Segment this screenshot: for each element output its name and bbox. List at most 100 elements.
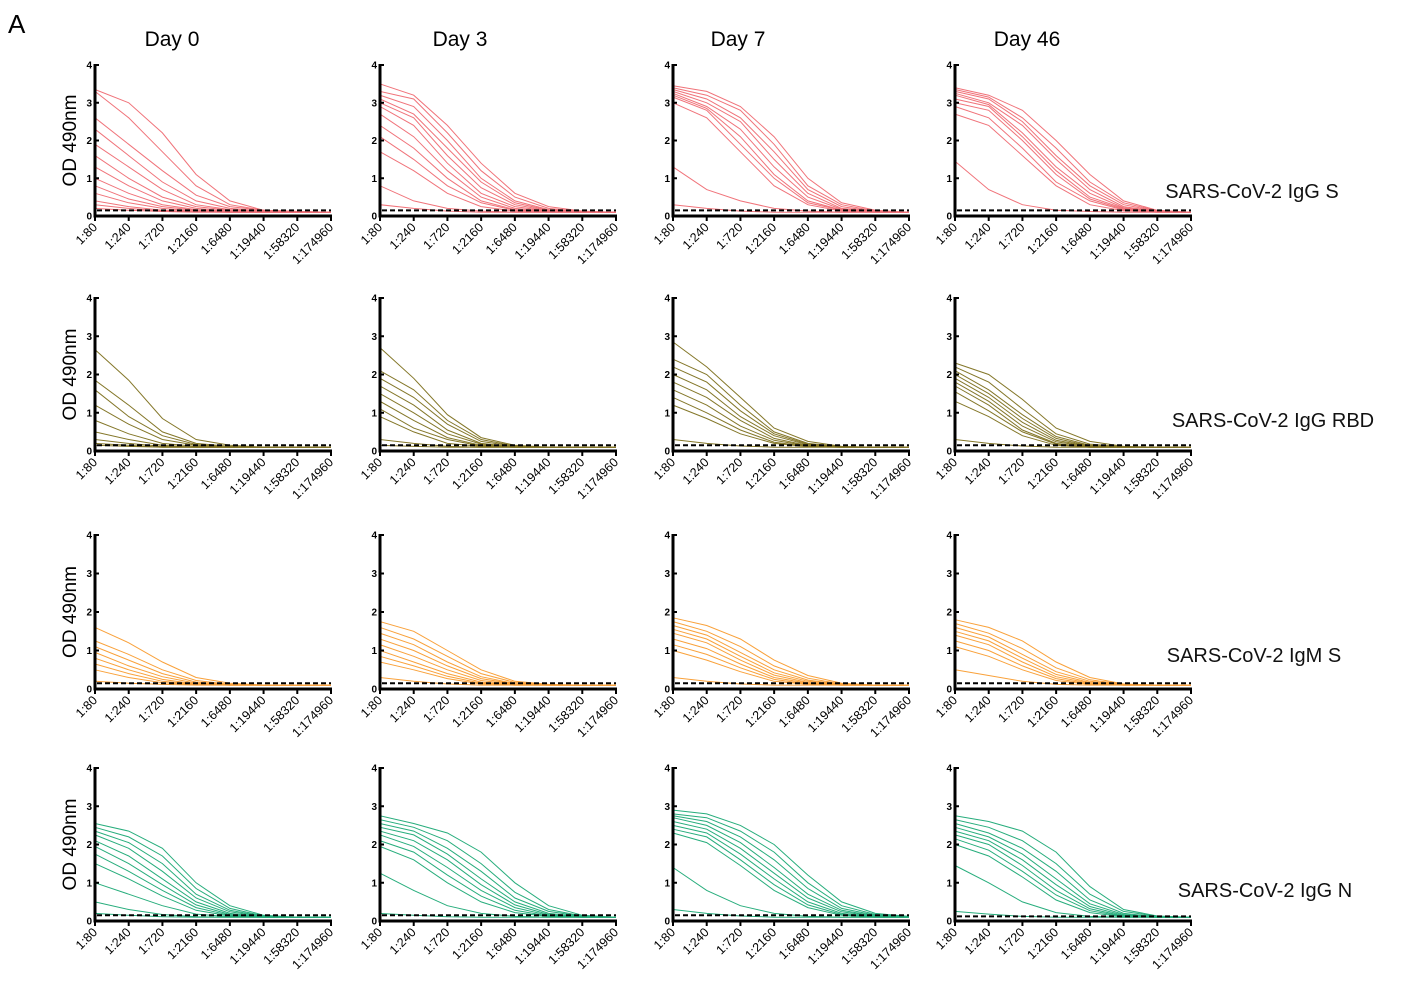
y-tick-label: 0	[371, 917, 377, 928]
series-line	[954, 826, 1191, 918]
y-tick-label: 4	[371, 294, 377, 305]
series-line	[672, 638, 909, 686]
series-line	[672, 204, 909, 213]
x-tick-label: 1:240	[962, 925, 994, 957]
y-tick-label: 3	[86, 98, 92, 109]
y-tick-label: 4	[371, 61, 377, 72]
series-line	[379, 677, 616, 686]
x-tick-label: 1:2160	[164, 455, 201, 492]
series-line	[672, 809, 910, 917]
x-tick-label: 1:19440	[227, 220, 269, 262]
y-tick-label: 4	[664, 294, 670, 305]
y-tick-label: 3	[371, 98, 377, 109]
y-tick-label: 0	[664, 212, 670, 223]
y-tick-label: 4	[371, 764, 377, 775]
y-tick-label: 2	[946, 136, 952, 147]
y-axis-label: OD 490nm	[60, 566, 81, 658]
y-tick-label: 2	[946, 608, 952, 619]
series-line	[379, 370, 616, 448]
x-tick-label: 1:80	[73, 220, 100, 247]
x-tick-label: 1:720	[996, 455, 1028, 487]
series-line	[672, 824, 910, 918]
x-tick-label: 1:720	[421, 455, 453, 487]
x-tick-label: 1:80	[651, 693, 678, 720]
y-tick-label: 0	[86, 685, 92, 696]
series-line	[672, 94, 910, 213]
y-tick-label: 1	[664, 878, 670, 889]
x-tick-label: 1:720	[421, 693, 453, 725]
x-tick-label: 1:720	[714, 693, 746, 725]
x-tick-label: 1:19440	[805, 220, 847, 262]
y-tick-label: 2	[664, 136, 670, 147]
y-tick-label: 3	[664, 569, 670, 580]
y-tick-label: 0	[664, 917, 670, 928]
series-line	[672, 909, 909, 918]
y-tick-label: 1	[664, 174, 670, 185]
series-line	[94, 882, 331, 918]
y-tick-label: 0	[946, 212, 952, 223]
series-line	[672, 677, 909, 686]
y-tick-label: 2	[371, 608, 377, 619]
y-tick-label: 4	[946, 61, 952, 72]
x-tick-label: 1:720	[136, 925, 168, 957]
series-line	[379, 94, 617, 213]
x-tick-label: 1:19440	[227, 693, 269, 735]
series-line	[672, 341, 909, 448]
y-tick-label: 0	[946, 447, 952, 458]
series-line	[954, 630, 1191, 686]
x-tick-label: 1:2160	[742, 693, 779, 730]
series-line	[379, 204, 616, 213]
x-tick-label: 1:2160	[449, 693, 486, 730]
series-line	[954, 374, 1191, 448]
x-tick-label: 1:2160	[449, 455, 486, 492]
y-tick-label: 3	[86, 569, 92, 580]
y-tick-label: 1	[371, 408, 377, 419]
series-line	[954, 113, 1191, 213]
y-tick-label: 2	[664, 370, 670, 381]
x-tick-label: 1:2160	[1024, 925, 1061, 962]
column-title: Day 7	[711, 28, 766, 51]
series-line	[379, 444, 616, 448]
x-tick-label: 1:720	[136, 693, 168, 725]
x-tick-label: 1:19440	[1087, 925, 1129, 967]
series-line	[954, 815, 1192, 918]
series-line	[94, 840, 331, 918]
x-tick-label: 1:240	[680, 220, 712, 252]
series-line	[672, 439, 909, 448]
y-tick-label: 1	[86, 878, 92, 889]
y-tick-label: 2	[664, 840, 670, 851]
series-line	[954, 87, 1192, 213]
y-tick-label: 3	[664, 98, 670, 109]
x-tick-label: 1:80	[651, 925, 678, 952]
series-line	[954, 838, 1191, 918]
series-line	[379, 819, 617, 918]
y-tick-label: 3	[86, 332, 92, 343]
y-tick-label: 0	[371, 447, 377, 458]
series-line	[94, 657, 331, 686]
column-title: Day 46	[994, 28, 1061, 51]
x-tick-label: 1:19440	[805, 693, 847, 735]
y-tick-label: 3	[664, 332, 670, 343]
x-tick-label: 1:240	[387, 455, 419, 487]
series-line	[672, 821, 910, 918]
y-tick-label: 0	[86, 212, 92, 223]
row-label: SARS-CoV-2 IgG RBD	[1172, 410, 1374, 432]
x-tick-label: 1:2160	[449, 925, 486, 962]
x-tick-label: 1:19440	[805, 925, 847, 967]
series-line	[672, 358, 909, 448]
column-title: Day 0	[145, 28, 200, 51]
y-tick-label: 3	[946, 98, 952, 109]
x-tick-label: 1:2160	[164, 693, 201, 730]
y-tick-label: 3	[946, 332, 952, 343]
y-tick-label: 4	[946, 294, 952, 305]
x-tick-label: 1:720	[714, 925, 746, 957]
y-tick-label: 0	[371, 685, 377, 696]
y-axis-label: OD 490nm	[60, 95, 81, 187]
series-line	[379, 830, 616, 918]
series-line	[954, 370, 1191, 448]
series-line	[94, 404, 331, 448]
